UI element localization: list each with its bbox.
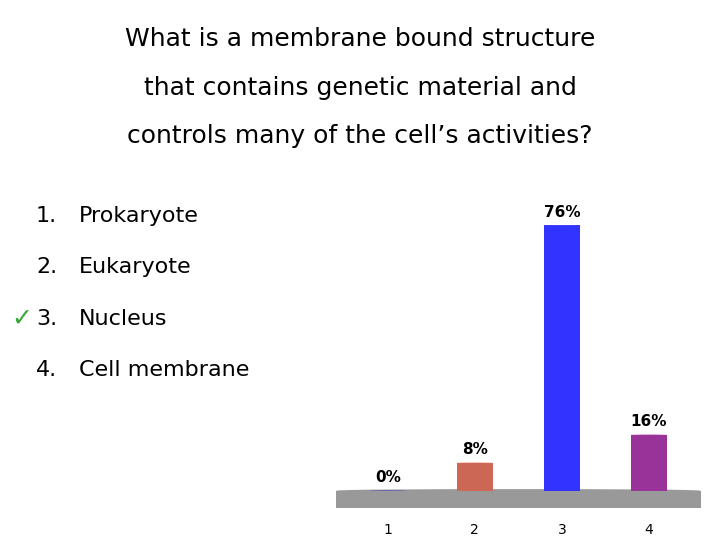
Bar xyxy=(631,435,667,490)
Bar xyxy=(456,463,493,490)
Text: 16%: 16% xyxy=(631,414,667,429)
Text: 3.: 3. xyxy=(36,308,57,329)
Text: 8%: 8% xyxy=(462,442,488,457)
Text: 76%: 76% xyxy=(544,205,580,220)
Text: 2.: 2. xyxy=(36,257,57,278)
Bar xyxy=(336,490,701,508)
Text: controls many of the cell’s activities?: controls many of the cell’s activities? xyxy=(127,124,593,148)
Text: ✓: ✓ xyxy=(11,307,32,330)
Text: Prokaryote: Prokaryote xyxy=(79,206,199,226)
Bar xyxy=(544,226,580,490)
Text: that contains genetic material and: that contains genetic material and xyxy=(143,76,577,99)
Text: Nucleus: Nucleus xyxy=(79,308,168,329)
Text: 1.: 1. xyxy=(36,206,57,226)
Text: 0%: 0% xyxy=(375,470,401,485)
Text: Cell membrane: Cell membrane xyxy=(79,360,250,380)
Text: Eukaryote: Eukaryote xyxy=(79,257,192,278)
Ellipse shape xyxy=(336,489,701,492)
Text: 4.: 4. xyxy=(36,360,57,380)
Text: What is a membrane bound structure: What is a membrane bound structure xyxy=(125,27,595,51)
